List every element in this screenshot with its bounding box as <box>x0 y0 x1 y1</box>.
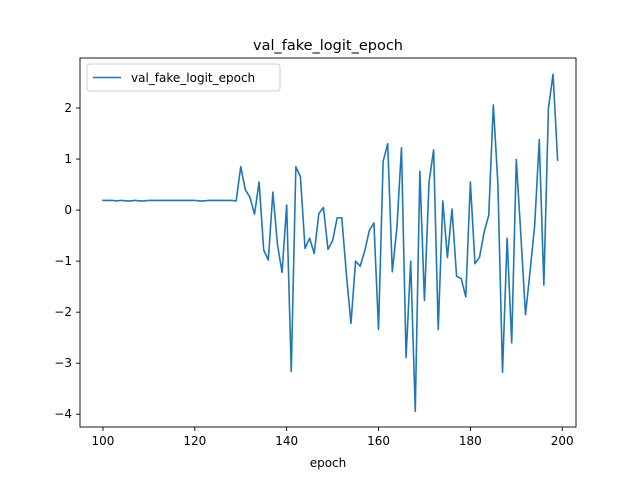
x-tick-label: 100 <box>92 434 115 448</box>
legend: val_fake_logit_epoch <box>86 63 281 92</box>
y-tick-label: −3 <box>54 356 72 370</box>
y-tick-label: 2 <box>64 101 72 115</box>
x-axis-label: epoch <box>310 456 347 470</box>
y-tick-label: −1 <box>54 254 72 268</box>
y-axis-ticks: −4 −3 −2 −1 0 1 2 <box>54 101 80 421</box>
x-tick-label: 180 <box>459 434 482 448</box>
legend-box <box>86 63 281 92</box>
y-tick-label: −2 <box>54 305 72 319</box>
x-tick-label: 160 <box>367 434 390 448</box>
y-tick-label: 1 <box>64 152 72 166</box>
plot-area <box>79 57 577 428</box>
y-tick-label: −4 <box>54 407 72 421</box>
x-tick-label: 200 <box>551 434 574 448</box>
x-tick-label: 140 <box>275 434 298 448</box>
axes-frame <box>79 57 577 428</box>
series-line-0 <box>102 73 559 412</box>
chart-title: val_fake_logit_epoch <box>253 38 403 54</box>
x-tick-label: 120 <box>183 434 206 448</box>
x-axis-ticks: 100 120 140 160 180 200 <box>92 427 574 448</box>
legend-label: val_fake_logit_epoch <box>131 71 255 85</box>
y-tick-label: 0 <box>64 203 72 217</box>
